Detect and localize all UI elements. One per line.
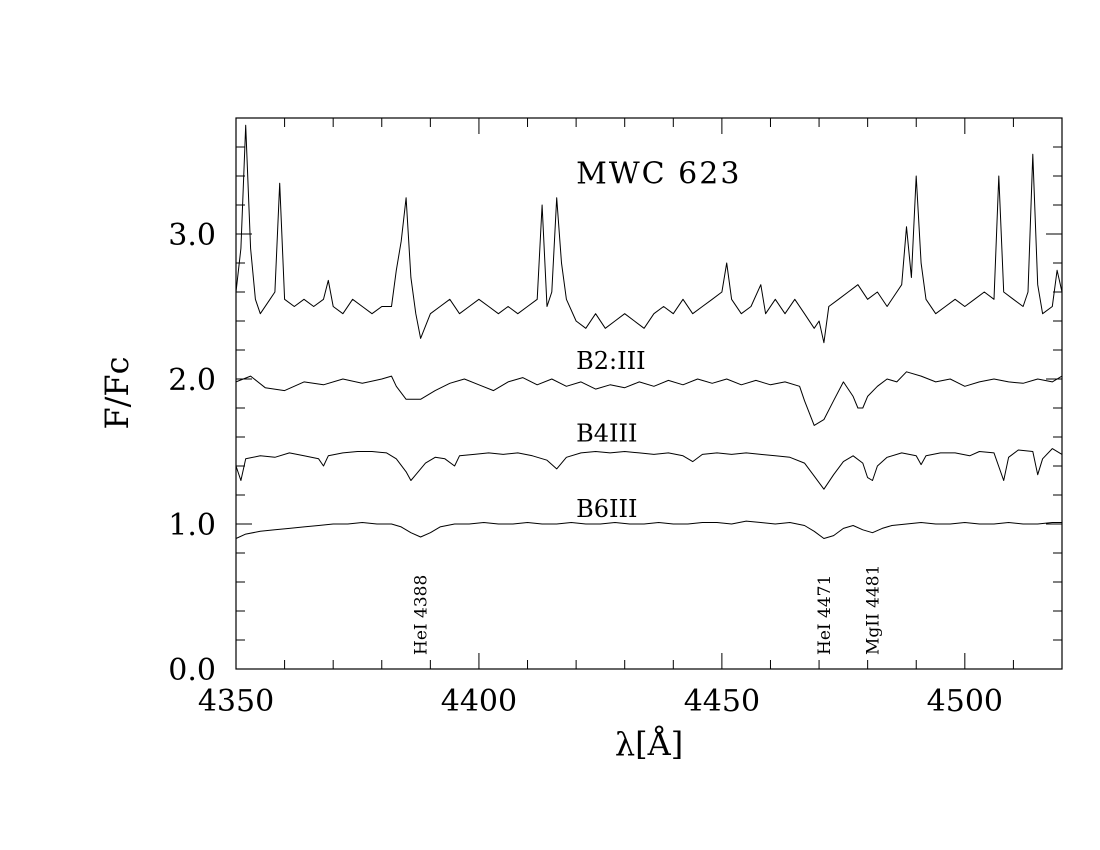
line-id-label-3: MgII 4481 (864, 565, 884, 655)
spectrum-label-1: MWC 623 (576, 156, 741, 191)
y-tick-label: 2.0 (168, 363, 216, 398)
spectrum-line-3 (235, 448, 1063, 490)
spectrum-label-3: B4III (576, 419, 637, 447)
spectra (235, 124, 1063, 539)
x-tick-label: 4500 (927, 684, 1003, 719)
spectrum-label-2: B2:III (576, 347, 645, 375)
x-tick-label: 4450 (684, 684, 760, 719)
line-id-label-1: HeI 4388 (412, 575, 432, 655)
y-tick-label: 3.0 (168, 218, 216, 253)
spectrum-line-4 (235, 520, 1062, 539)
annotations: MWC 623 B2:III B4III B6III HeI 4388 HeI 4471 M… (412, 156, 884, 655)
spectrum-label-4: B6III (576, 495, 637, 523)
x-tick-label: 4400 (441, 684, 517, 719)
axis-ticks: 4350 4400 4450 4500 0.0 1.0 2.0 3.0 (168, 117, 1063, 719)
y-tick-label: 0.0 (168, 653, 216, 688)
line-id-label-2: HeI 4471 (815, 575, 835, 655)
x-tick-label: 4350 (198, 684, 274, 719)
y-tick-label: 1.0 (168, 508, 216, 543)
spectrum-line-2 (235, 371, 1063, 426)
x-axis-title: λ[Å] (615, 725, 683, 763)
y-axis-title: F/Fc (98, 356, 136, 429)
plot-frame (235, 117, 1063, 670)
spectrum-line-1 (235, 124, 1063, 344)
